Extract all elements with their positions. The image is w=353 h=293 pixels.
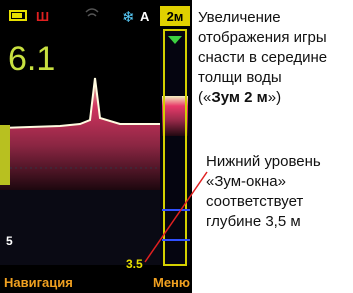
- zoom-bottom-label: 3.5: [126, 257, 143, 271]
- deep-zone: [0, 190, 160, 265]
- scale-label: 5: [6, 234, 13, 248]
- battery-level: [12, 13, 22, 18]
- callout-text: «Зум-окна»: [206, 173, 286, 190]
- callout-text: глубине 3,5 м: [206, 213, 301, 230]
- callout-text: снасти в середине: [198, 49, 327, 66]
- callout-text: («Зум 2 м»): [198, 89, 281, 106]
- callout-part: («: [198, 89, 211, 106]
- sonar-screen: Ш ❄ A 2м 6.1 5 3.5 Навигация Меню: [0, 0, 192, 293]
- depth-scale-bar: [0, 125, 10, 185]
- callout-text: отображения игры: [198, 29, 327, 46]
- zoom-echo: [162, 96, 188, 136]
- callout-text: Увеличение: [198, 9, 281, 26]
- figure: Ш ❄ A 2м 6.1 5 3.5 Навигация Меню Увелич…: [0, 0, 353, 293]
- auto-label: A: [140, 9, 150, 24]
- softkey-left: Навигация: [4, 275, 73, 290]
- depth-value: 6.1: [8, 40, 55, 78]
- callout-part: »): [268, 89, 281, 106]
- snowflake-icon: ❄: [122, 9, 135, 26]
- mode-label: Ш: [36, 9, 49, 24]
- callout-text: Нижний уровень: [206, 153, 321, 170]
- callout-part: Зум 2 м: [211, 89, 267, 106]
- softkey-right: Меню: [153, 275, 190, 290]
- callout-text: толщи воды: [198, 69, 282, 86]
- callout-text: соответствует: [206, 193, 303, 210]
- zoom-label: 2м: [167, 9, 184, 24]
- callouts: Увеличение отображения игры снасти в серед…: [198, 9, 327, 230]
